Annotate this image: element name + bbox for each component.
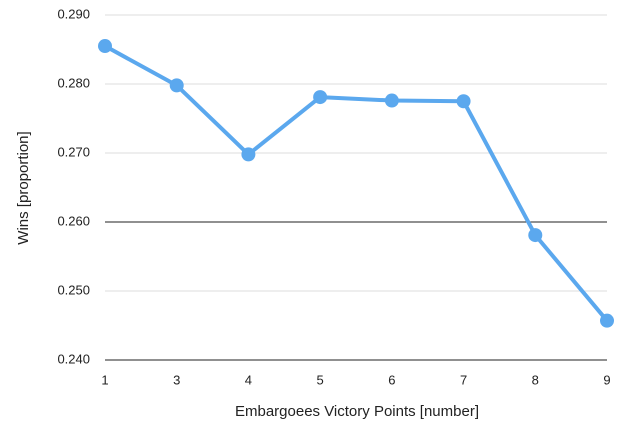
y-tick-label: 0.280 <box>57 75 90 90</box>
x-tick-label: 8 <box>532 372 539 387</box>
y-tick-label: 0.240 <box>57 351 90 366</box>
point <box>169 78 184 93</box>
x-axis-label: Embargoees Victory Points [number] <box>235 403 479 420</box>
point <box>528 228 543 243</box>
x-tick-label: 4 <box>245 372 252 387</box>
x-tick-label: 9 <box>603 372 610 387</box>
y-axis-label: Wins [proportion] <box>15 131 32 244</box>
point <box>313 90 328 105</box>
x-tick-label: 1 <box>101 372 108 387</box>
x-tick-label: 3 <box>173 372 180 387</box>
point <box>600 313 614 328</box>
y-tick-label: 0.250 <box>57 282 90 297</box>
point <box>384 93 399 108</box>
y-tick-label: 0.270 <box>57 144 90 159</box>
x-tick-label: 5 <box>317 372 324 387</box>
y-tick-label: 0.260 <box>57 213 90 228</box>
point <box>456 94 471 109</box>
x-tick-label: 6 <box>388 372 395 387</box>
point <box>98 39 112 54</box>
y-tick-label: 0.290 <box>57 6 90 21</box>
point <box>241 147 256 162</box>
x-tick-label: 7 <box>460 372 467 387</box>
line <box>104 44 609 322</box>
